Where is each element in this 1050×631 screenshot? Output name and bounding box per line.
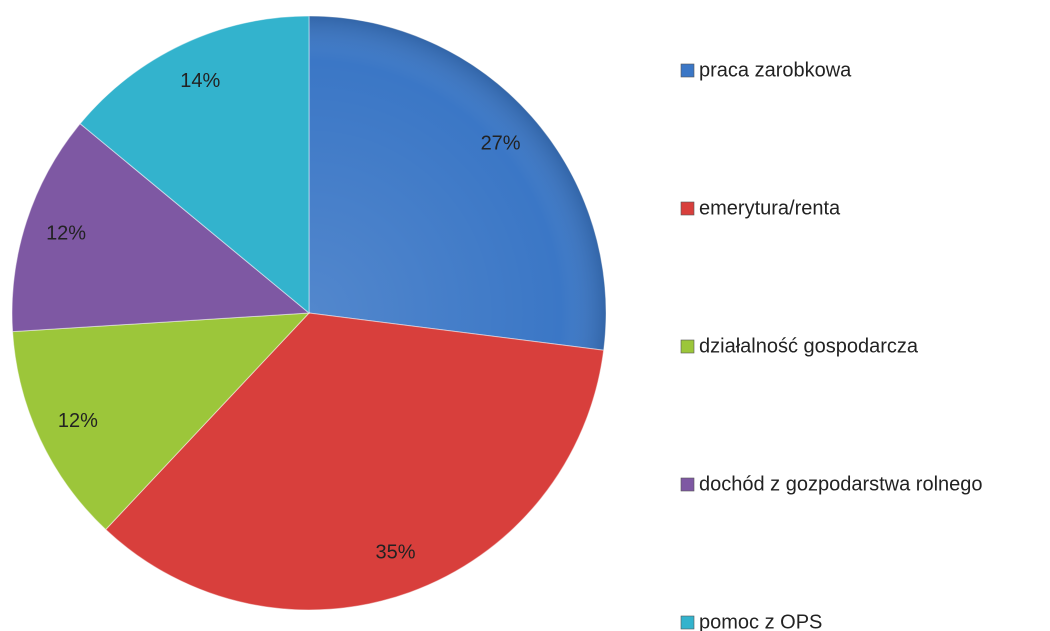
legend-label: emerytura/renta: [699, 197, 841, 219]
legend-swatch: [680, 615, 695, 630]
legend-label: praca zarobkowa: [699, 59, 852, 81]
pie-slice: [104, 312, 605, 611]
data-label: 35%: [376, 542, 416, 564]
data-label: 27%: [481, 132, 521, 154]
pie-slice: [12, 312, 311, 531]
data-label: 12%: [58, 410, 98, 432]
legend-swatch: [680, 477, 695, 492]
legend-label: działalność gospodarcza: [699, 335, 919, 357]
data-label: 14%: [180, 70, 220, 92]
legend-swatch: [680, 201, 695, 216]
legend-label: pomoc z OPS: [699, 611, 822, 631]
data-label: 12%: [46, 222, 86, 244]
pie-slice: [11, 122, 311, 333]
legend-label: dochód z gozpodarstwa rolnego: [699, 473, 983, 495]
pie-slice: [79, 15, 310, 315]
legend-swatch: [680, 339, 695, 354]
pie: 27% 35% 12% 12% 14%: [11, 15, 607, 611]
legend: praca zarobkowa emerytura/renta działalnoś…: [680, 59, 983, 631]
legend-swatch: [680, 63, 695, 78]
